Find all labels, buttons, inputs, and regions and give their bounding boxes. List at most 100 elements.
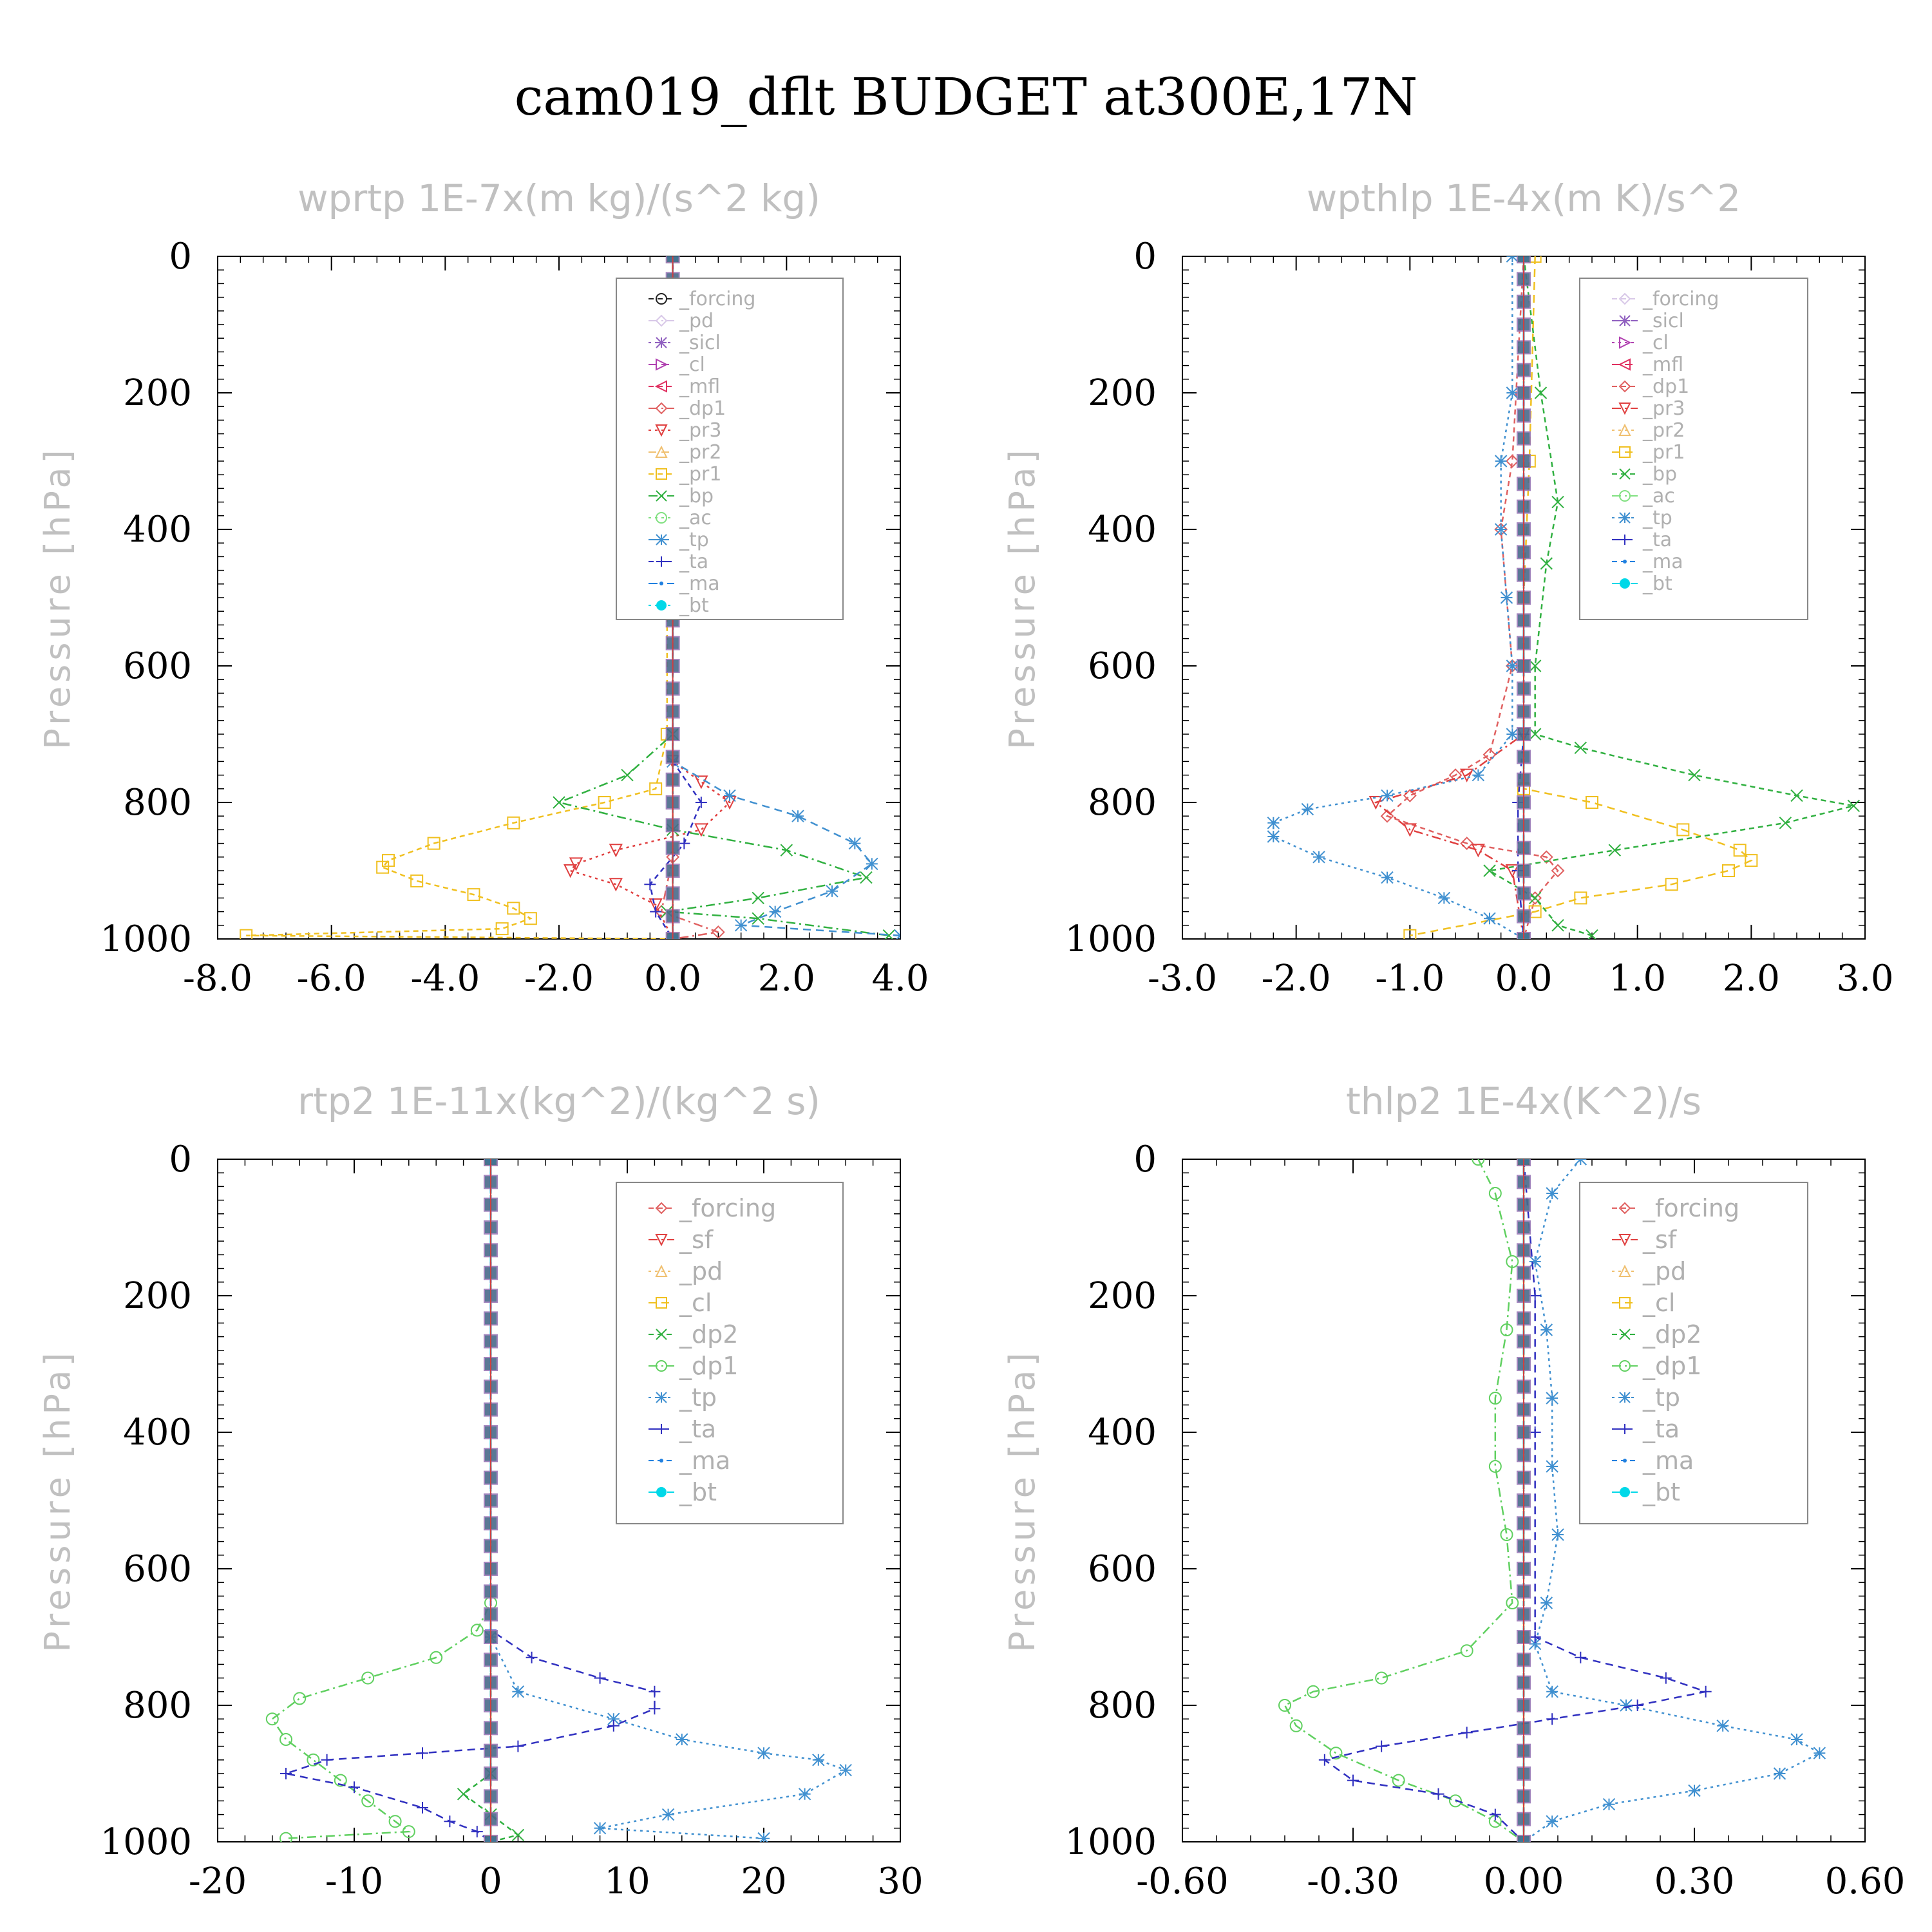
panel-title: wpthlp 1E-4x(m K)/s^2 xyxy=(1307,176,1741,220)
data-point xyxy=(1575,1651,1587,1663)
legend-label: _ta xyxy=(1642,529,1672,551)
legend-marker xyxy=(1618,402,1631,415)
data-point xyxy=(279,1733,292,1746)
data-point xyxy=(649,1685,661,1698)
legend-label: _pr2 xyxy=(1642,419,1685,442)
data-point xyxy=(471,1826,483,1838)
legend-item-ac: _ac xyxy=(1612,485,1675,507)
legend-label: _dp2 xyxy=(1642,1320,1701,1349)
data-point xyxy=(1500,1528,1513,1541)
legend-marker xyxy=(656,534,667,545)
legend-label: _bt xyxy=(1642,573,1672,595)
data-point xyxy=(526,1651,538,1663)
legend-item-cl: _cl xyxy=(1612,1289,1675,1317)
data-point xyxy=(1505,454,1519,468)
legend-item-tp: _tp xyxy=(649,529,709,551)
data-point xyxy=(1460,1644,1473,1658)
series-line xyxy=(1273,256,1524,939)
x-tick-label: 0.00 xyxy=(1484,1861,1564,1902)
legend-item-ma: _ma xyxy=(649,573,720,595)
data-point xyxy=(1301,802,1314,816)
data-point xyxy=(280,1768,292,1779)
data-point xyxy=(524,912,537,925)
legend-label: _cl xyxy=(1642,1289,1675,1317)
x-tick-label: 30 xyxy=(877,1861,923,1902)
series-dp1 xyxy=(1278,1159,1530,1842)
data-point xyxy=(695,797,707,808)
legend-item-ta: _ta xyxy=(649,551,708,573)
legend-label: _dp1 xyxy=(1642,1352,1701,1380)
data-point xyxy=(593,1822,607,1835)
data-point xyxy=(1483,912,1496,925)
zero-profile-markers xyxy=(1517,1159,1531,1842)
y-tick-label: 600 xyxy=(123,1548,192,1590)
data-point xyxy=(1312,851,1325,864)
data-point xyxy=(650,905,662,918)
data-point xyxy=(1488,1187,1502,1200)
legend-marker xyxy=(1620,1487,1630,1497)
legend-label: _tp xyxy=(679,529,709,551)
data-point xyxy=(1347,1774,1359,1786)
legend-item-pr1: _pr1 xyxy=(649,463,721,486)
y-tick-label: 600 xyxy=(1088,645,1157,687)
data-point xyxy=(757,1832,770,1842)
legend-item-ma: _ma xyxy=(649,1446,730,1475)
legend-label: _pd xyxy=(679,1257,723,1285)
legend-marker xyxy=(1618,380,1631,393)
legend-item-dp2: _dp2 xyxy=(649,1320,738,1349)
data-point xyxy=(321,1754,333,1766)
legend-item-sf: _sf xyxy=(649,1226,714,1254)
legend-marker xyxy=(1623,560,1627,564)
data-point xyxy=(661,1808,675,1821)
data-point xyxy=(1528,1637,1542,1651)
data-point xyxy=(1528,256,1542,263)
data-point xyxy=(564,864,578,878)
data-point xyxy=(1472,1159,1485,1166)
legend-label: _dp1 xyxy=(679,1352,738,1380)
legend-marker xyxy=(656,1329,667,1340)
legend-item-ac: _ac xyxy=(649,507,712,529)
data-point xyxy=(1267,817,1280,829)
y-tick-label: 200 xyxy=(1088,1275,1157,1317)
data-point xyxy=(376,860,390,874)
data-point xyxy=(361,1671,375,1685)
series-line xyxy=(489,1159,848,1839)
legend-label: _sf xyxy=(679,1226,714,1254)
x-tick-label: 20 xyxy=(741,1861,786,1902)
series-line xyxy=(1487,256,1854,936)
legend-marker xyxy=(656,490,667,502)
data-point xyxy=(1608,844,1622,857)
data-point xyxy=(417,1802,428,1814)
series-tp xyxy=(1517,1159,1826,1842)
legend-marker xyxy=(1619,490,1631,502)
legend-label: _bp xyxy=(1642,463,1677,486)
data-point xyxy=(607,1712,620,1725)
y-tick-label: 600 xyxy=(1088,1548,1157,1590)
data-point xyxy=(348,1781,360,1794)
legend-item-dp1: _dp1 xyxy=(649,397,726,420)
x-tick-label: 1.0 xyxy=(1609,958,1666,999)
plot-area xyxy=(1267,256,1861,939)
legend-item-pd: _pd xyxy=(1612,1257,1686,1285)
legend-marker xyxy=(656,1360,667,1372)
data-point xyxy=(1660,1672,1672,1684)
legend-marker xyxy=(655,402,668,415)
series-tp xyxy=(484,1159,852,1842)
legend-label: _bt xyxy=(679,594,709,617)
legend-marker xyxy=(656,1424,667,1434)
legend-item-pr2: _pr2 xyxy=(649,441,721,464)
legend-item-dp1: _dp1 xyxy=(1612,1352,1701,1380)
legend-label: _pr1 xyxy=(1642,441,1685,464)
legend-item-bt: _bt xyxy=(1612,573,1672,595)
legend-item-sicl: _sicl xyxy=(1612,310,1684,332)
data-point xyxy=(1403,929,1417,939)
y-tick-label: 200 xyxy=(123,1275,192,1317)
legend-label: _sicl xyxy=(1642,310,1684,332)
data-point xyxy=(470,1624,484,1637)
data-point xyxy=(410,874,424,887)
legend-marker xyxy=(1618,292,1631,305)
x-tick-label: -8.0 xyxy=(183,958,252,999)
series-line xyxy=(1374,256,1525,939)
data-point xyxy=(457,1788,470,1801)
legend-item-sf: _sf xyxy=(1612,1226,1678,1254)
